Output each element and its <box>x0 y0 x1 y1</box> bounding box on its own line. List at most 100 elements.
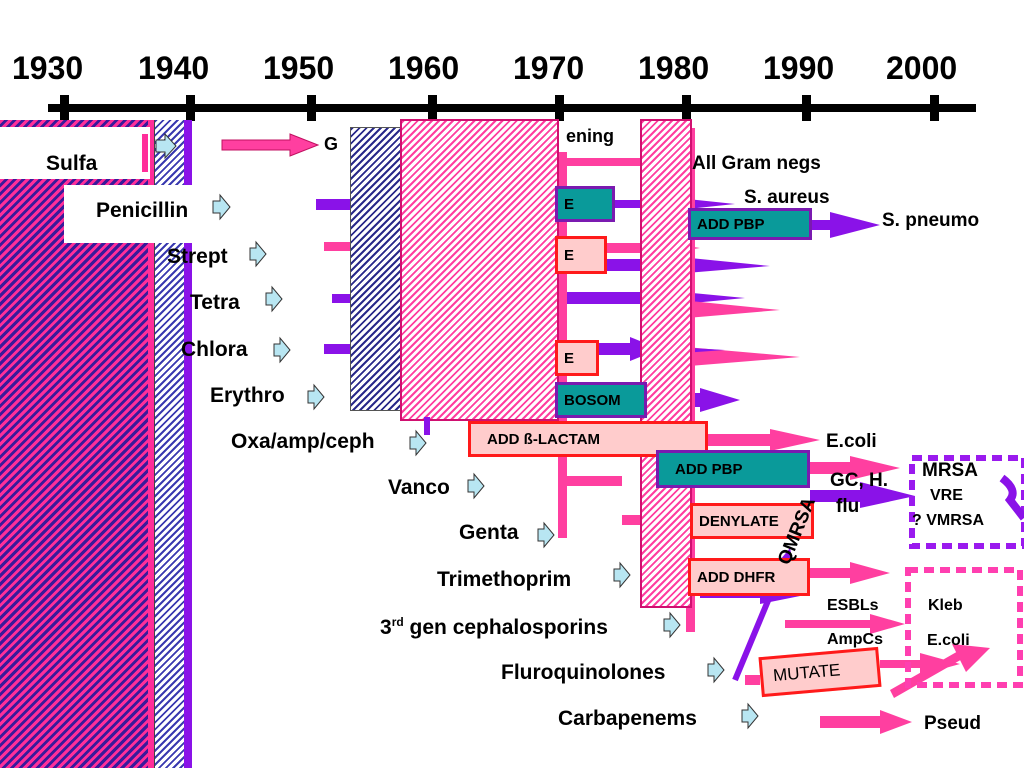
arrow-right-icon <box>537 521 555 549</box>
sulfa-pink-mark <box>142 134 148 172</box>
gc-arrow <box>810 482 915 508</box>
org-vre: VRE <box>930 487 963 504</box>
drug-trimethoprim: Trimethoprim <box>437 568 572 591</box>
screening-partial-label: ening <box>566 126 614 146</box>
drug-vanco: Vanco <box>388 476 450 499</box>
teal-e-box: E <box>555 186 615 222</box>
drug-strept: Strept <box>167 245 228 268</box>
sulfa-arrow <box>221 133 320 157</box>
drug-3rd-gen-cephalosporins: 3rd gen cephalosporins <box>380 615 608 640</box>
ceph-sup: rd <box>391 615 404 629</box>
pink-hatched-block <box>400 119 559 421</box>
org-pseud: Pseud <box>924 713 982 734</box>
org-flu: flu <box>836 496 860 517</box>
org-kleb: Kleb <box>928 597 963 614</box>
arrow-right-icon <box>741 702 759 730</box>
org-ampcs: AmpCs <box>827 631 884 648</box>
left-purple-bar <box>184 120 192 768</box>
year-1990: 1990 <box>763 50 835 86</box>
drug-tetra: Tetra <box>190 291 240 314</box>
add-pbp-top-box: ADD PBP <box>688 208 812 240</box>
pink-e-box-1: E <box>555 236 607 274</box>
year-1960: 1960 <box>388 50 460 86</box>
chlora-stub <box>324 344 350 354</box>
year-1970: 1970 <box>513 50 585 86</box>
org-mrsa: MRSA <box>922 460 978 481</box>
arrow-right-icon <box>613 561 631 589</box>
add-dhfr-box: ADD DHFR <box>688 558 810 596</box>
pen-stub <box>316 199 350 210</box>
tick-1970 <box>555 95 564 121</box>
drug-penicillin: Penicillin <box>96 199 189 222</box>
arrow-right-icon <box>265 285 283 313</box>
tetra-stub <box>332 294 350 303</box>
tick-1990 <box>802 95 811 121</box>
go-partial-label: G <box>324 134 339 154</box>
strept-stub <box>324 242 350 251</box>
add-pbp-arrow <box>808 456 900 480</box>
arrow-right-icon <box>307 383 325 411</box>
drug-sulfa: Sulfa <box>46 152 98 175</box>
tick-1980 <box>682 95 691 121</box>
year-1940: 1940 <box>138 50 210 86</box>
add-beta-lactam-box: ADD ß-LACTAM <box>468 421 708 457</box>
org-gc-h: GC, H. <box>830 470 889 491</box>
drug-fluroquinolones: Fluroquinolones <box>501 661 666 684</box>
org-all-gram-negs: All Gram negs <box>692 153 821 174</box>
org-esbls: ESBLs <box>827 597 879 614</box>
year-1950: 1950 <box>263 50 335 86</box>
pink-hatched-column <box>640 119 692 608</box>
tick-1960 <box>428 95 437 121</box>
drug-erythro: Erythro <box>210 384 285 407</box>
tick-1930 <box>60 95 69 121</box>
drug-oxa-amp-ceph: Oxa/amp/ceph <box>231 430 375 453</box>
penicillin-box <box>64 185 230 243</box>
drug-carbapenems: Carbapenems <box>558 707 697 730</box>
fluoro-stub <box>745 675 760 685</box>
drug-chlora: Chlora <box>181 338 248 361</box>
tick-1950 <box>307 95 316 121</box>
year-1980: 1980 <box>638 50 710 86</box>
arrow-right-icon <box>249 240 267 268</box>
arrow-right-icon <box>212 193 231 221</box>
blue-hatched-block <box>350 127 407 411</box>
ecoli-arrow <box>708 429 820 451</box>
arrow-right-icon <box>155 132 177 160</box>
org-e-coli-1: E.coli <box>826 431 877 452</box>
org-s-aureus: S. aureus <box>744 187 830 208</box>
arrow-right-icon <box>663 611 681 639</box>
arrow-right-icon <box>409 429 427 457</box>
adenylate-box: DENYLATE <box>690 503 814 539</box>
vanco-stub <box>490 476 622 486</box>
year-2000: 2000 <box>886 50 958 86</box>
year-1930: 1930 <box>12 50 84 86</box>
curved-arrow <box>999 474 1024 521</box>
dhfr-arrow <box>810 562 890 584</box>
arrow-right-icon <box>273 336 291 364</box>
org-e-coli-2: E.coli <box>927 632 970 649</box>
arrow-right-icon <box>467 472 485 500</box>
timeline-line <box>48 104 976 112</box>
org-vmrsa: ? VMRSA <box>912 512 984 529</box>
ribosome-box: BOSOM <box>555 382 647 418</box>
ceph-suffix: gen cephalosporins <box>403 616 608 639</box>
pink-e-box-2: E <box>555 340 599 376</box>
pseud-arrow <box>820 710 912 734</box>
tick-1940 <box>186 95 195 121</box>
org-s-pneumo: S. pneumo <box>882 210 980 231</box>
pink-block-stub <box>424 417 430 435</box>
tick-2000 <box>930 95 939 121</box>
add-pbp-mid-box: ADD PBP <box>656 450 810 488</box>
drug-genta: Genta <box>459 521 519 544</box>
sulfa-box <box>0 127 150 179</box>
arrow-right-icon <box>707 656 725 684</box>
ceph-prefix: 3 <box>380 616 392 639</box>
mrsa-dashed-box <box>909 455 1024 549</box>
esbl-arrow <box>785 614 905 634</box>
left-pink-bar <box>148 120 154 768</box>
spneumo-arrow <box>800 212 880 238</box>
mutate-diagonal-head <box>952 644 990 672</box>
kleb-dashed-box <box>905 567 1023 688</box>
